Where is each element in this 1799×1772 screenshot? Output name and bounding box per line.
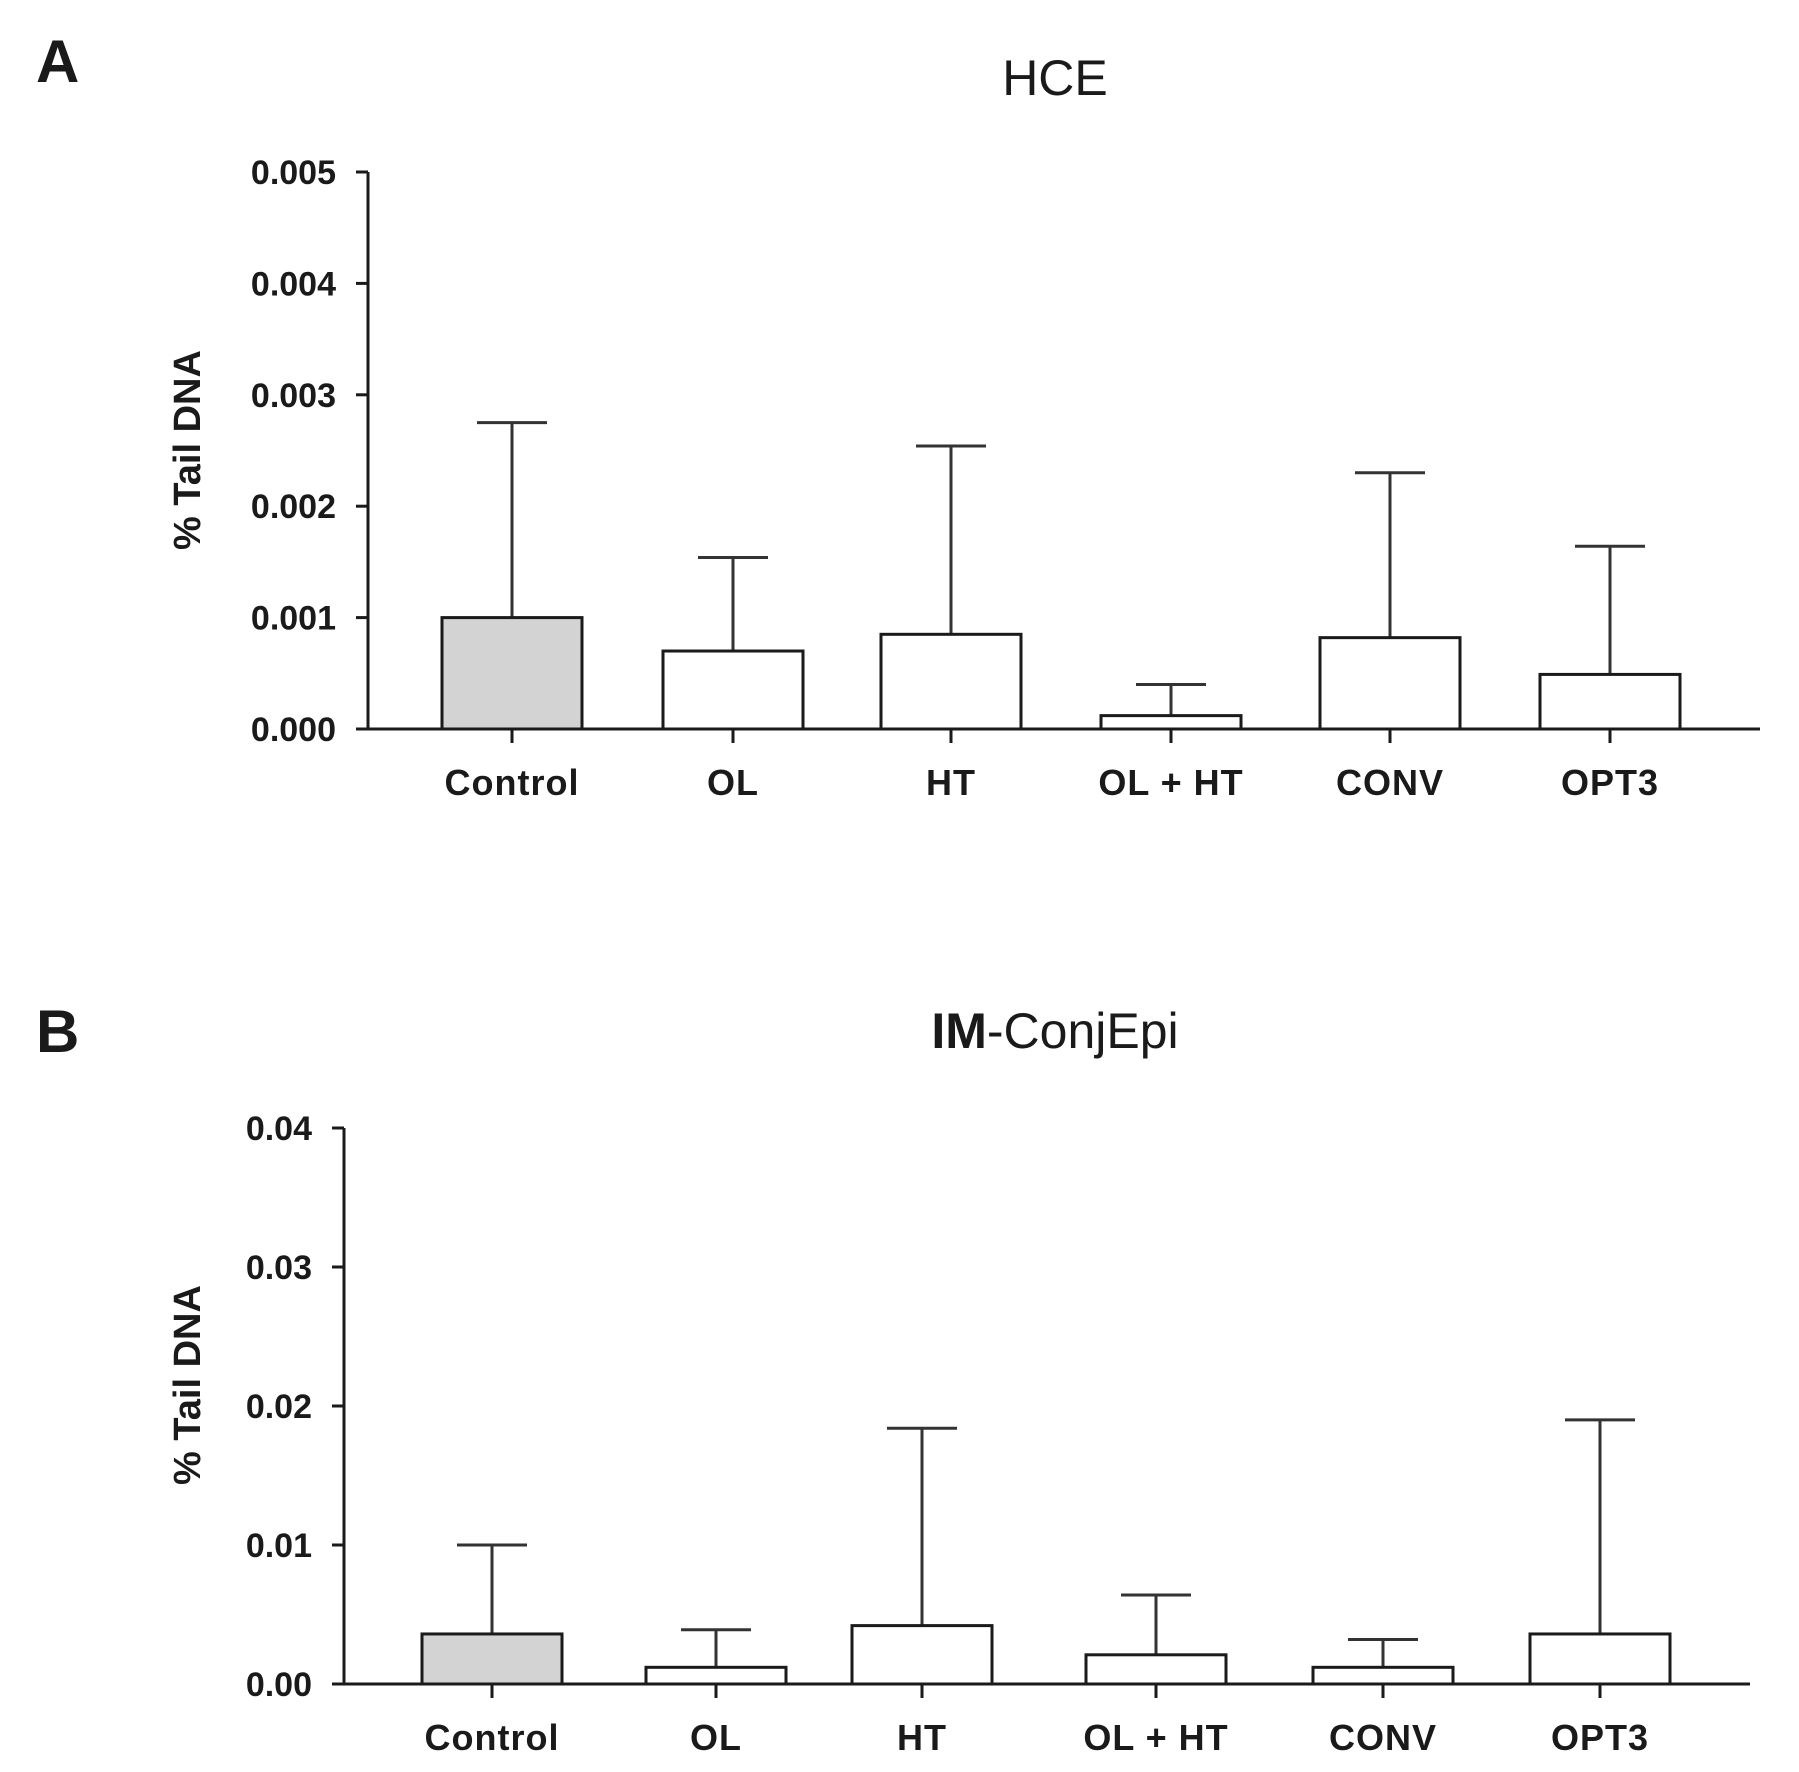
- panel-b-category-label: Control: [425, 1717, 560, 1758]
- panel-b-y-tick-label: 0.01: [246, 1527, 312, 1565]
- panel-b-label: B: [36, 998, 79, 1065]
- panel-b-bar-ol: [644, 1665, 788, 1686]
- panel-b-category-label: CONV: [1329, 1717, 1437, 1758]
- panel-a-category-label: OL: [707, 762, 759, 803]
- panel-a-y-tick-label: 0.005: [251, 154, 336, 192]
- panel-b-ylabel: % Tail DNA: [167, 1285, 209, 1485]
- panel-b-bar-conv: [1311, 1665, 1455, 1686]
- panel-b-y-tick-label: 0.03: [246, 1249, 312, 1287]
- panel-a-category-label: HT: [926, 762, 976, 803]
- panel-a-y-tick-label: 0.004: [251, 265, 336, 303]
- panel-b-y-tick-label: 0.00: [246, 1666, 312, 1704]
- panel-b-plot: 0.00 0.01 0.02 0.03 0.04 Control OL HT OL + HT CO…: [246, 1110, 1750, 1758]
- panel-a-bar-ol: [661, 649, 805, 731]
- panel-a-category-label: OL + HT: [1098, 762, 1243, 803]
- panel-b-y-tick-label: 0.04: [246, 1110, 312, 1148]
- panel-a-ylabel: % Tail DNA: [167, 350, 209, 550]
- panel-a-bar-control: [440, 616, 584, 731]
- panel-a-bar-conv: [1318, 636, 1462, 731]
- panel-b-bar-opt3: [1528, 1632, 1672, 1686]
- panel-a-bar-ht: [879, 632, 1023, 731]
- panel-a-title-rest: HCE: [1002, 50, 1108, 106]
- panel-b-category-label: OPT3: [1551, 1717, 1649, 1758]
- panel-a-plot: 0.000 0.001 0.002 0.003 0.004 0.005 Control OL H…: [251, 154, 1760, 803]
- panel-a-label: A: [36, 28, 79, 95]
- panel-b-title-rest: -ConjEpi: [987, 1003, 1179, 1059]
- panel-b-title-bold: IM: [931, 1003, 987, 1059]
- panel-b-bar-ht: [850, 1624, 994, 1686]
- panel-a-y-tick-label: 0.003: [251, 377, 336, 415]
- panel-b-category-label: OL: [690, 1717, 742, 1758]
- panel-b-category-label: HT: [897, 1717, 947, 1758]
- panel-a: A HCE % Tail DNA 0.0000.0010.0020.0030.0…: [36, 28, 1760, 803]
- panel-a-bar-opt3: [1538, 672, 1682, 731]
- panel-b-category-label: OL + HT: [1083, 1717, 1228, 1758]
- panel-a-category-label: OPT3: [1561, 762, 1659, 803]
- panel-b-y-tick-label: 0.02: [246, 1388, 312, 1426]
- panel-a-bar-ol-ht: [1099, 714, 1243, 731]
- panel-b-title: IM-ConjEpi: [931, 1003, 1178, 1059]
- panel-a-title: HCE: [1002, 50, 1108, 106]
- panel-a-category-label: Control: [445, 762, 580, 803]
- panel-b-bar-ol-ht: [1084, 1653, 1228, 1686]
- panel-b-bar-control: [420, 1632, 564, 1686]
- panel-a-y-tick-label: 0.000: [251, 711, 336, 749]
- panel-a-y-tick-label: 0.002: [251, 488, 336, 526]
- panel-b: B IM-ConjEpi % Tail DNA 0.00 0.01 0.02 0.03…: [36, 998, 1750, 1758]
- panel-a-y-tick-label: 0.001: [251, 600, 336, 638]
- panel-a-category-label: CONV: [1336, 762, 1444, 803]
